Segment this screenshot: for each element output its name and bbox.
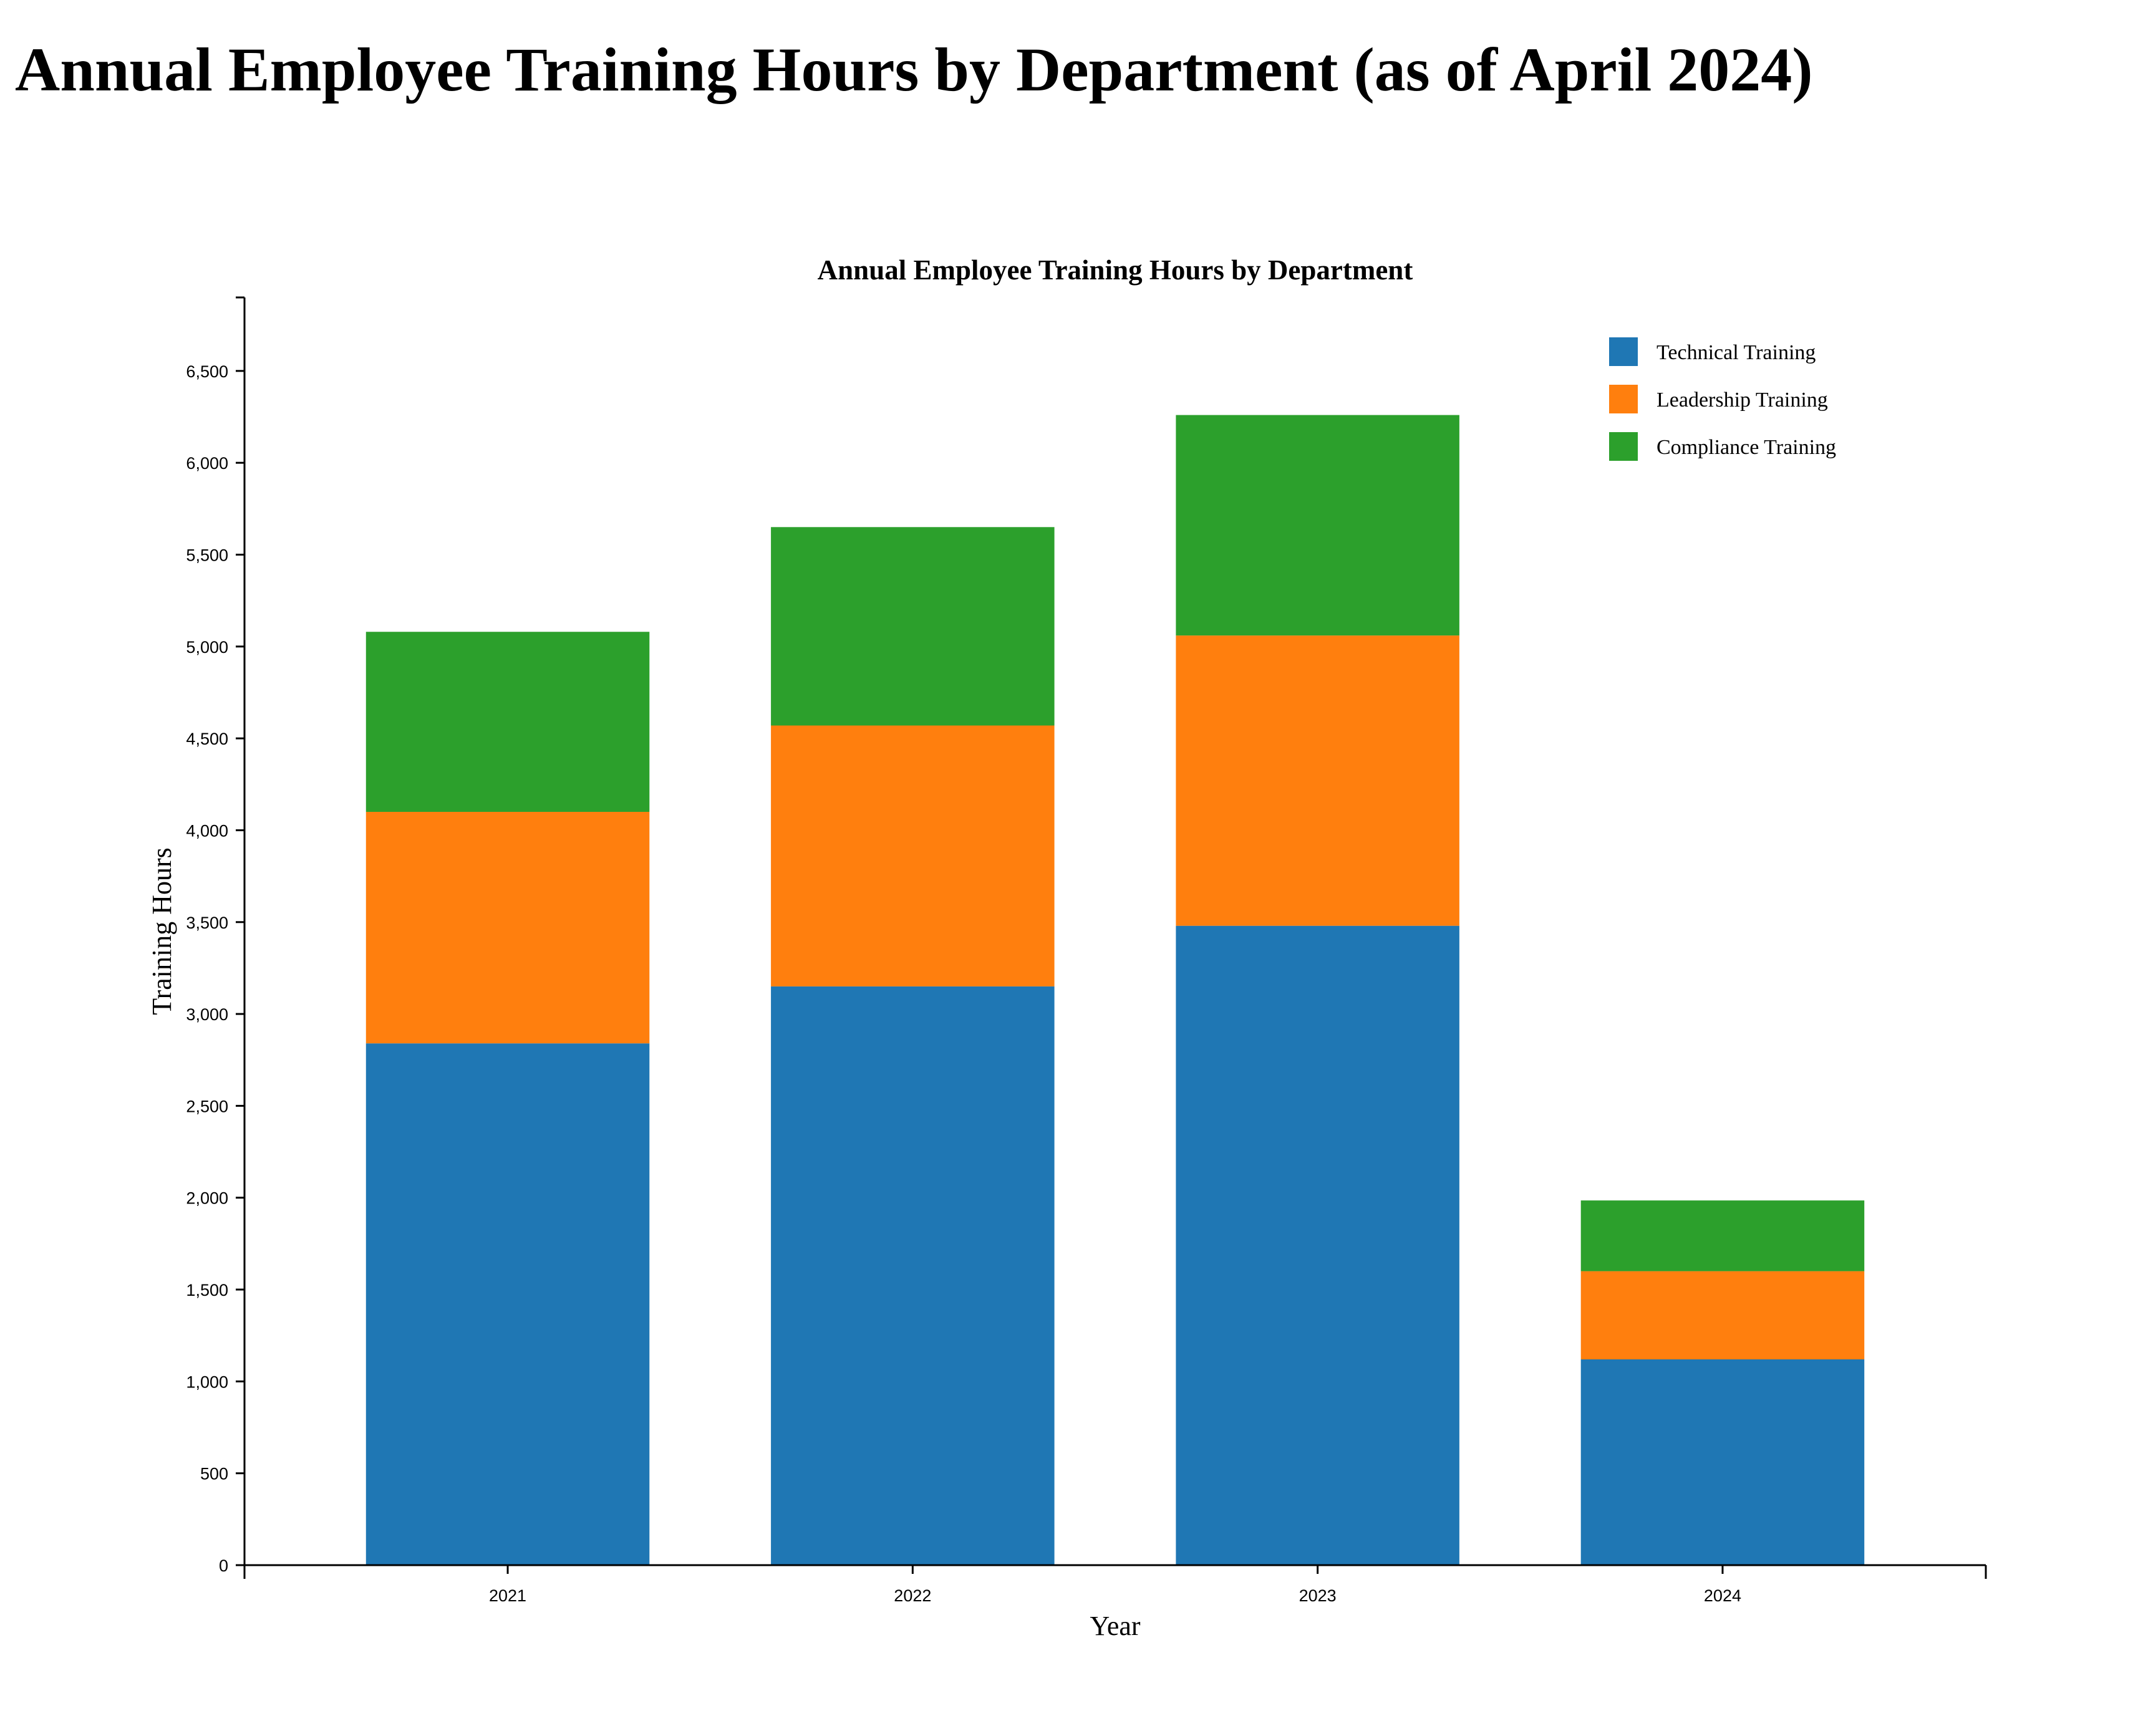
bar-compliance-training-2024 xyxy=(1580,1200,1865,1271)
legend-label-compliance-training: Compliance Training xyxy=(1657,436,1836,459)
page-title: Annual Employee Training Hours by Depart… xyxy=(15,35,1813,104)
y-tick-label: 5,000 xyxy=(186,638,228,657)
bar-technical-training-2023 xyxy=(1176,925,1459,1565)
legend: Technical Training Leadership Training Com… xyxy=(1609,337,1836,461)
bar-leadership-training-2021 xyxy=(365,811,650,1044)
bar-compliance-training-2023 xyxy=(1176,415,1459,636)
bar-compliance-training-2022 xyxy=(771,527,1055,726)
bar-technical-training-2022 xyxy=(771,986,1055,1565)
legend-label-technical-training: Technical Training xyxy=(1657,341,1816,364)
x-tick-label: 2023 xyxy=(1299,1586,1337,1605)
bar-technical-training-2024 xyxy=(1580,1359,1865,1565)
bar-leadership-training-2023 xyxy=(1176,635,1459,926)
x-tick-label: 2022 xyxy=(894,1586,931,1605)
y-axis-title: Training Hours xyxy=(147,847,177,1015)
y-tick-label: 2,500 xyxy=(186,1097,228,1116)
legend-label-leadership-training: Leadership Training xyxy=(1657,388,1828,412)
axes: 0 500 1,000 1,500 2,000 2,500 3,000 3,500 4,000 4… xyxy=(186,296,1987,1605)
legend-swatch-compliance-training xyxy=(1609,432,1638,461)
y-tick-label: 4,000 xyxy=(186,821,228,840)
bar-compliance-training-2021 xyxy=(365,632,650,812)
y-tick-label: 4,500 xyxy=(186,730,228,748)
bar-leadership-training-2024 xyxy=(1580,1271,1865,1360)
legend-swatch-leadership-training xyxy=(1609,385,1638,413)
y-tick-label: 1,000 xyxy=(186,1372,228,1391)
x-axis-title: Year xyxy=(1090,1611,1140,1641)
x-tick-label: 2021 xyxy=(489,1586,526,1605)
y-tick-label: 2,000 xyxy=(186,1189,228,1208)
y-tick-label: 3,500 xyxy=(186,914,228,932)
legend-swatch-technical-training xyxy=(1609,337,1638,366)
y-tick-label: 5,500 xyxy=(186,546,228,564)
plot-area xyxy=(365,415,1865,1565)
y-tick-label: 6,500 xyxy=(186,362,228,381)
y-tick-label: 0 xyxy=(219,1556,228,1575)
chart-title: Annual Employee Training Hours by Depart… xyxy=(818,254,1413,286)
y-tick-label: 6,000 xyxy=(186,454,228,473)
y-tick-label: 3,000 xyxy=(186,1005,228,1024)
x-tick-label: 2024 xyxy=(1704,1586,1741,1605)
bar-technical-training-2021 xyxy=(365,1043,650,1565)
y-tick-label: 1,500 xyxy=(186,1281,228,1300)
y-tick-label: 500 xyxy=(200,1465,228,1483)
bar-leadership-training-2022 xyxy=(771,725,1055,986)
